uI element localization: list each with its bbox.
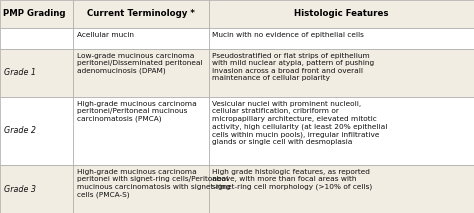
- Text: Acellular mucin: Acellular mucin: [77, 32, 134, 37]
- Text: Mucin with no evidence of epithelial cells: Mucin with no evidence of epithelial cel…: [212, 32, 364, 37]
- Bar: [209, 49, 474, 97]
- Bar: [73, 165, 209, 213]
- Text: Grade 1: Grade 1: [4, 68, 36, 78]
- Bar: [73, 0, 209, 28]
- Bar: [209, 97, 474, 165]
- Text: Histologic Features: Histologic Features: [294, 9, 389, 18]
- Text: High grade histologic features, as reported
above, with more than focal areas wi: High grade histologic features, as repor…: [212, 169, 372, 190]
- Text: High-grade mucinous carcinoma
peritonei/Peritoneal mucinous
carcinomatosis (PMCA: High-grade mucinous carcinoma peritonei/…: [77, 101, 197, 122]
- Text: Current Terminology *: Current Terminology *: [87, 9, 195, 18]
- Text: Pseudostratified or flat strips of epithelium
with mild nuclear atypia, pattern : Pseudostratified or flat strips of epith…: [212, 53, 374, 81]
- Bar: [73, 28, 209, 49]
- Bar: [209, 0, 474, 28]
- Bar: [0, 97, 73, 165]
- Text: Low-grade mucinous carcinoma
peritonei/Disseminated peritoneal
adenomucinosis (D: Low-grade mucinous carcinoma peritonei/D…: [77, 53, 203, 74]
- Bar: [0, 165, 73, 213]
- Bar: [0, 49, 73, 97]
- Bar: [73, 97, 209, 165]
- Text: Grade 3: Grade 3: [4, 184, 36, 194]
- Bar: [0, 0, 73, 28]
- Text: High-grade mucinous carcinoma
peritonei with signet-ring cells/Peritoneal
mucino: High-grade mucinous carcinoma peritonei …: [77, 169, 231, 198]
- Text: Vesicular nuclei with prominent nucleoli,
cellular stratification, cribriform or: Vesicular nuclei with prominent nucleoli…: [212, 101, 387, 145]
- Bar: [73, 49, 209, 97]
- Bar: [0, 28, 73, 49]
- Bar: [209, 165, 474, 213]
- Text: Grade 2: Grade 2: [4, 127, 36, 135]
- Text: PMP Grading: PMP Grading: [3, 9, 66, 18]
- Bar: [209, 28, 474, 49]
